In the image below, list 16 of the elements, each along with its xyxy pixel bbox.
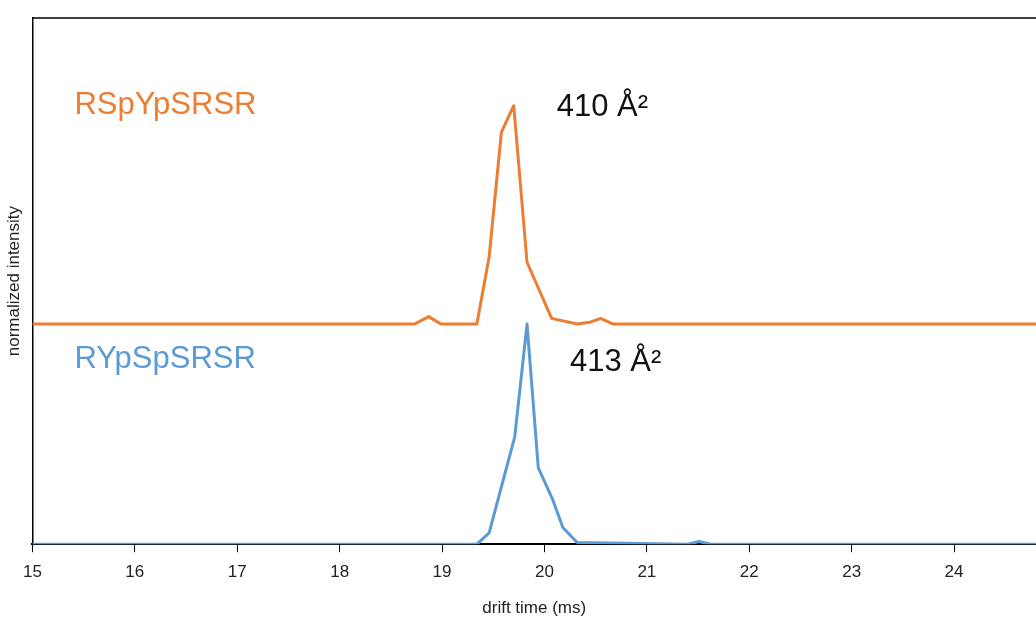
x-tick-label: 16: [125, 562, 145, 582]
x-tick-label: 21: [637, 562, 657, 582]
annotation: 410 Å²: [556, 88, 649, 124]
y-axis-title: normalized intensity: [3, 205, 23, 357]
x-tick-label: 22: [739, 562, 759, 582]
text: RYpSpSRSR: [74, 339, 256, 375]
x-tick-label: 19: [432, 562, 452, 582]
x-axis-title: drift time (ms): [482, 598, 587, 618]
x-tick-label: 17: [227, 562, 247, 582]
x-tick-label: 18: [330, 562, 350, 582]
text: RSpYpSRSR: [74, 86, 257, 122]
annotation: 413 Å²: [570, 342, 662, 378]
x-tick-label: 20: [534, 562, 554, 582]
x-tick-label: 24: [944, 562, 964, 582]
x-tick-label: 15: [22, 562, 42, 582]
x-tick-label: 23: [842, 562, 862, 582]
